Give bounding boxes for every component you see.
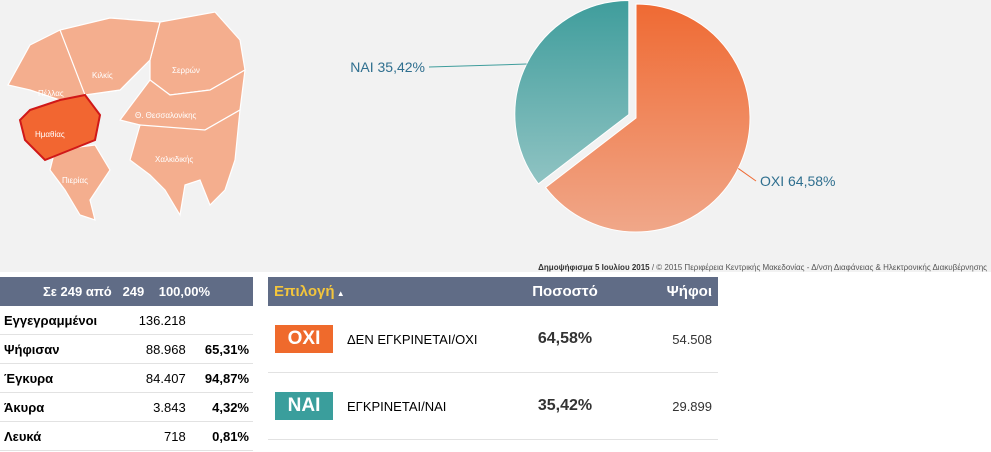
votes-cell: 54.508	[624, 306, 718, 373]
chart: Κιλκίς Σερρών Πέλλας Ημαθίας Θ. Θεσσαλον…	[7, 0, 836, 233]
header-cell: Ποσοστό	[505, 277, 625, 306]
map-region	[59, 17, 161, 96]
summary-row: Έγκυρα 84.407 94,87%	[0, 363, 253, 393]
leader-line	[737, 168, 757, 182]
header-text: 249	[122, 284, 145, 299]
header-cell[interactable]: Επιλογή ▲	[268, 277, 505, 306]
percent-cell: 35,42%	[505, 372, 625, 440]
results-table: Επιλογή ▲ Ποσοστό Ψήφοι ΟΧΙ ΔΕΝ ΕΓΚΡΙΝΕΤΑ…	[268, 277, 718, 440]
pie-label: ΟΧΙ 64,58%	[760, 173, 836, 189]
map-region	[129, 108, 241, 217]
caption-text: / © 2015 Περιφέρεια Κεντρικής Μακεδονίας…	[649, 263, 987, 272]
results-row: ΟΧΙ ΔΕΝ ΕΓΚΡΙΝΕΤΑΙ/ΟΧΙ 64,58% 54.508	[268, 306, 718, 373]
summary-header-cell: Σε 249 από 249 100,00%	[0, 277, 253, 306]
map-label: Κιλκίς	[92, 71, 113, 80]
pie-slice	[544, 3, 751, 233]
summary-cell: 718	[122, 421, 190, 451]
pie-label: ΝΑΙ 35,42%	[350, 59, 425, 75]
map	[7, 11, 246, 221]
option-cell: ΟΧΙ ΔΕΝ ΕΓΚΡΙΝΕΤΑΙ/ΟΧΙ	[268, 306, 505, 373]
pie-slice	[514, 0, 630, 185]
summary-cell: 94,87%	[189, 363, 253, 393]
caption-bold: Δημοψήφισμα 5 Ιουλίου 2015	[538, 263, 650, 272]
summary-row: Ψήφισαν 88.968 65,31%	[0, 334, 253, 364]
option-label: ΔΕΝ ΕΓΚΡΙΝΕΤΑΙ/ΟΧΙ	[347, 332, 478, 347]
header-text: Σε 249 από	[42, 284, 112, 299]
leader-line	[428, 63, 527, 68]
summary-cell: Έγκυρα	[0, 363, 123, 393]
map-label: Πέλλας	[38, 89, 64, 98]
caption: Δημοψήφισμα 5 Ιουλίου 2015 / © 2015 Περι…	[538, 263, 987, 272]
option-cell: ΝΑΙ ΕΓΚΡΙΝΕΤΑΙ/ΝΑΙ	[268, 372, 505, 440]
summary-cell: Εγγεγραμμένοι	[0, 306, 123, 335]
summary-table: Σε 249 από 249 100,00% Εγγεγραμμένοι 136.…	[0, 277, 253, 451]
map-label: Ημαθίας	[35, 130, 65, 139]
summary-cell: 136.218	[122, 306, 190, 335]
map-label: Σερρών	[172, 66, 200, 75]
summary-cell: Λευκά	[0, 421, 123, 451]
percent-cell: 64,58%	[505, 306, 625, 373]
map-label: Θ. Θεσσαλονίκης	[135, 111, 197, 120]
map-region	[49, 144, 111, 221]
results-row: ΝΑΙ ΕΓΚΡΙΝΕΤΑΙ/ΝΑΙ 35,42% 29.899	[268, 372, 718, 440]
map-labels: Κιλκίς Σερρών Πέλλας Ημαθίας Θ. Θεσσαλον…	[35, 66, 200, 185]
summary-row: Άκυρα 3.843 4,32%	[0, 392, 253, 422]
header-text: Επιλογή	[274, 283, 335, 300]
summary-row: Λευκά 718 0,81%	[0, 421, 253, 451]
header-text: 100,00%	[158, 284, 211, 299]
summary-cell: Άκυρα	[0, 392, 123, 422]
option-label: ΕΓΚΡΙΝΕΤΑΙ/ΝΑΙ	[347, 399, 447, 414]
votes-cell: 29.899	[624, 372, 718, 440]
summary-row: Εγγεγραμμένοι 136.218	[0, 306, 253, 335]
summary-cell: 84.407	[122, 363, 190, 393]
summary-cell: 88.968	[122, 334, 190, 364]
header-cell: Ψήφοι	[624, 277, 718, 306]
summary-cell: 4,32%	[189, 392, 253, 422]
summary-cell: 65,31%	[189, 334, 253, 364]
summary-cell: Ψήφισαν	[0, 334, 123, 364]
summary-cell	[189, 306, 253, 335]
map-region-selected	[18, 93, 102, 162]
summary-header: Σε 249 από 249 100,00%	[0, 277, 253, 306]
map-label: Χαλκιδικής	[155, 155, 193, 164]
results-header: Επιλογή ▲ Ποσοστό Ψήφοι	[268, 277, 718, 306]
option-badge: ΟΧΙ	[275, 325, 333, 353]
map-label: Πιερίας	[62, 176, 88, 185]
results-panel: Κιλκίς Σερρών Πέλλας Ημαθίας Θ. Θεσσαλον…	[0, 0, 991, 272]
option-badge: ΝΑΙ	[275, 392, 333, 420]
summary-cell: 0,81%	[189, 421, 253, 451]
summary-cell: 3.843	[122, 392, 190, 422]
